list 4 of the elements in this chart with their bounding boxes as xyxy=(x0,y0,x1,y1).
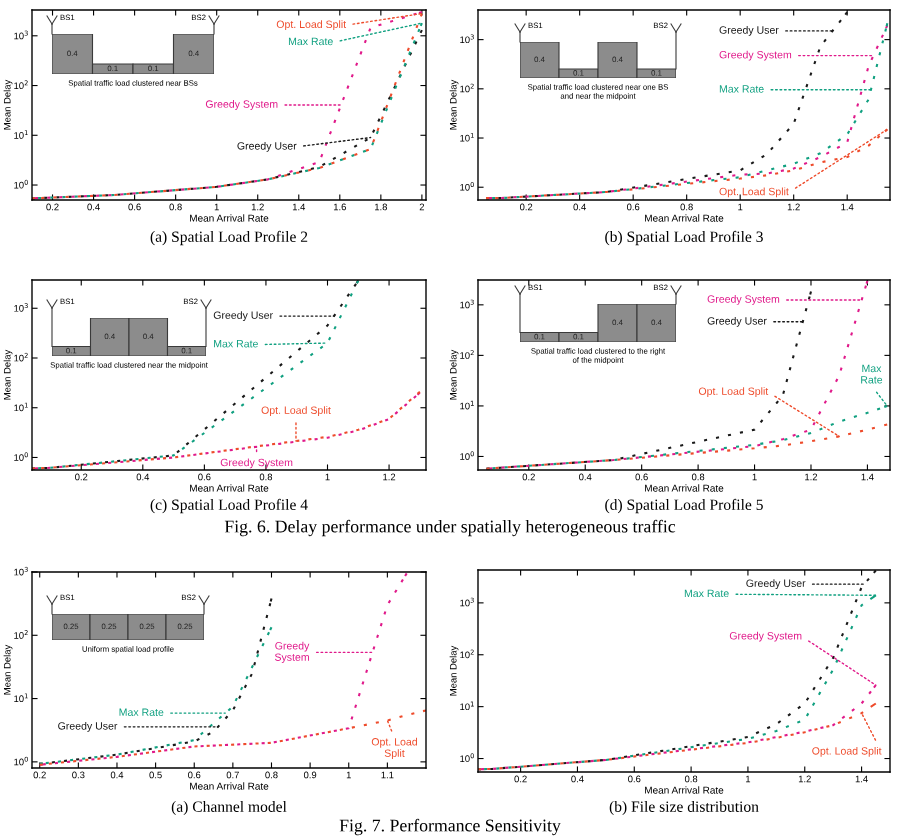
caption: Fig. 7. Performance Sensitivity xyxy=(339,818,561,836)
caption: Fig. 6. Delay performance under spatially heterogeneous traffic xyxy=(224,519,676,537)
line-series xyxy=(38,626,273,765)
line-series xyxy=(38,709,426,766)
